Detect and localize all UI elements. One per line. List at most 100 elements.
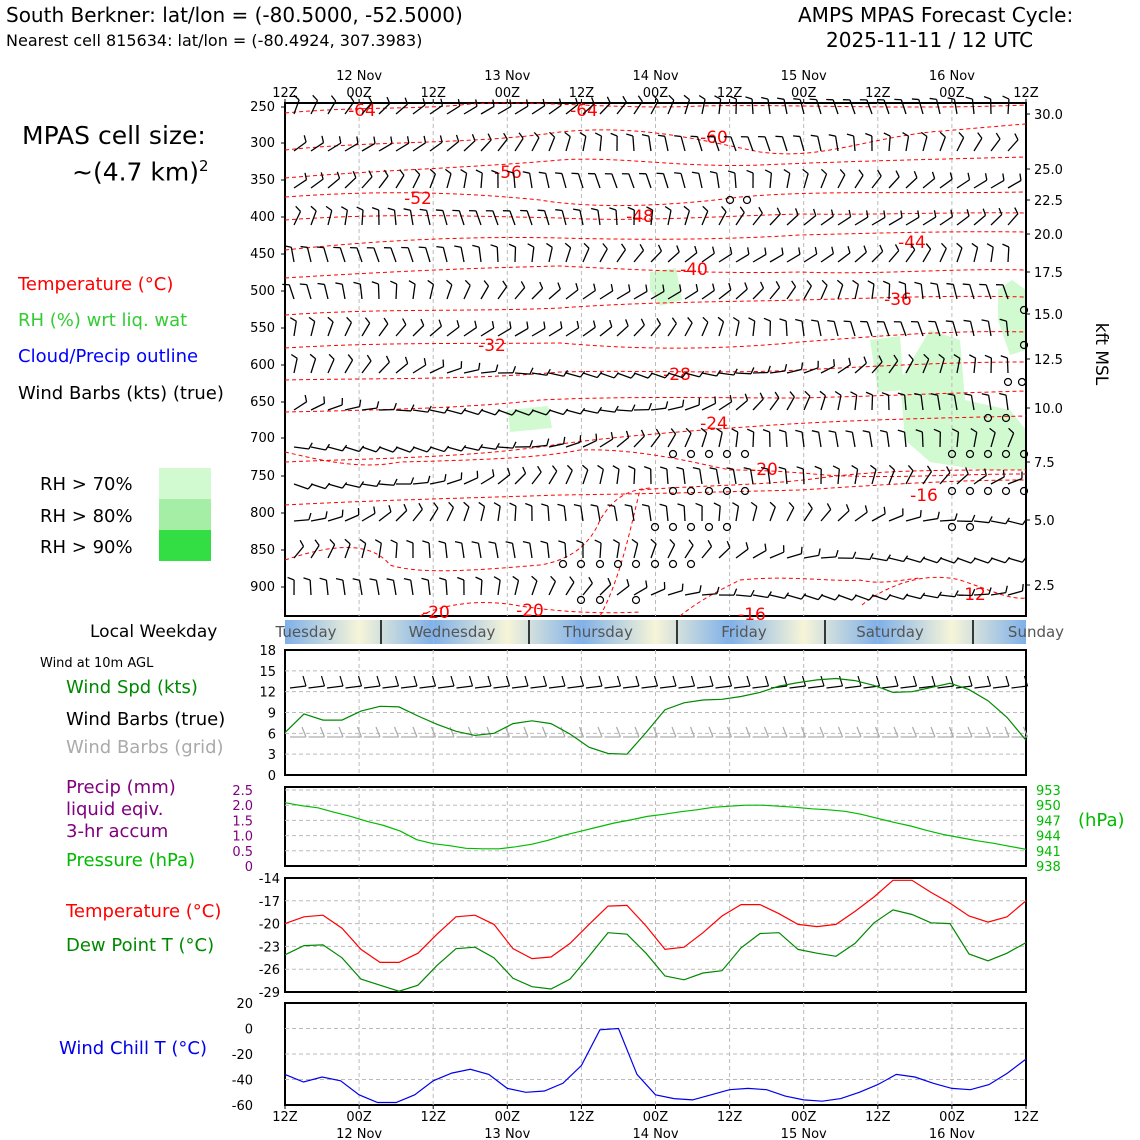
wind-barb — [531, 327, 546, 337]
true-wind-barb — [752, 685, 769, 689]
wind-barb-flag — [493, 576, 501, 581]
true-wind-barb-flag — [820, 675, 825, 687]
wind-barb-flag — [915, 429, 923, 433]
wind-barb — [327, 515, 343, 522]
wind-barb-flag — [376, 401, 380, 409]
wind-barb-flag — [317, 282, 325, 286]
wind-barb — [650, 290, 665, 300]
wind-barb-flag — [612, 465, 620, 470]
wind-barb — [866, 99, 873, 115]
wind-barb-flag — [919, 509, 922, 518]
wind-barb — [378, 142, 393, 152]
wind-barb-flag — [512, 441, 517, 449]
wind-barb-flag — [662, 284, 665, 292]
wind-barb-flag — [894, 244, 900, 251]
isotherm-15 — [284, 487, 651, 572]
wind-barb — [735, 432, 739, 448]
wind-barb-flag — [359, 538, 367, 544]
wind-barb — [565, 327, 579, 337]
wind-barb-flag — [833, 359, 836, 367]
wind-barb — [837, 469, 840, 485]
wind-barb-flag — [631, 538, 639, 544]
true-wind-barb — [382, 685, 399, 689]
wind-barb-flag — [1000, 355, 1008, 359]
wind-barb-flag — [883, 506, 886, 514]
wind-barb-flag — [733, 588, 738, 596]
wind-barb-flag — [543, 321, 546, 329]
top-date-label: 13 Nov — [484, 69, 530, 84]
wind-barb-flag — [945, 320, 953, 323]
wind-barb-flag — [858, 169, 864, 176]
windchill-tick-label: -40 — [232, 1074, 253, 1089]
wind-barb-flag — [920, 131, 928, 138]
wind-barb-flag — [448, 501, 454, 508]
wind-barb — [718, 401, 732, 411]
wind-barb — [288, 284, 295, 300]
wind-barb-flag — [848, 209, 852, 217]
wind-barb — [480, 409, 496, 416]
wind-barb — [480, 446, 496, 450]
wind-barb-flag — [967, 172, 971, 180]
wind-barb-flag — [814, 465, 822, 470]
wind-barb-flag — [609, 207, 617, 211]
true-wind-barb — [363, 685, 381, 689]
wind-barb — [817, 136, 822, 152]
true-wind-barb-flag — [579, 675, 585, 687]
true-wind-barb-flag — [653, 675, 659, 687]
wind-barb — [378, 543, 382, 559]
pressure-tick-label: 944 — [1036, 830, 1061, 845]
wind-barb-flag — [579, 407, 586, 415]
wind-barb-flag — [591, 97, 595, 105]
wind-barb-flag — [870, 464, 877, 471]
wind-barb — [480, 506, 486, 522]
wind-barb — [633, 543, 639, 559]
grid-wind-barb-flag — [1022, 726, 1029, 738]
true-wind-barb-flag — [431, 675, 437, 687]
wind-barb-flag — [691, 171, 699, 174]
wind-barb-flag — [946, 282, 954, 286]
wind-barb-flag — [602, 243, 608, 250]
wind-barb-flag — [681, 583, 684, 591]
wind-barb — [664, 136, 669, 152]
true-wind-barb-flag — [357, 675, 363, 687]
wind-barb-flag — [460, 169, 467, 174]
grid-wind-barb-flag — [301, 726, 307, 738]
wind-barb — [696, 136, 703, 152]
wind-barb — [971, 99, 975, 115]
wind-barb — [478, 247, 482, 263]
rh70-swatch — [159, 468, 211, 499]
wind-barb — [990, 520, 1006, 525]
isotherm-label: -56 — [494, 163, 522, 183]
wind-barb — [310, 142, 324, 152]
wind-barb-flag — [575, 282, 579, 291]
true-wind-barb-flag — [894, 675, 899, 687]
wind-barb — [323, 247, 329, 263]
wind-barb-flag — [818, 548, 821, 556]
wind-barb — [514, 505, 517, 522]
true-wind-barb — [511, 685, 529, 689]
wind-barb — [990, 247, 994, 263]
wind-barb — [293, 519, 310, 522]
wind-barb — [410, 580, 414, 596]
wind-barb — [616, 249, 627, 263]
wind-barb-flag — [403, 577, 411, 581]
wind-barb-flag — [784, 364, 788, 372]
wind-barb-flag — [727, 170, 736, 174]
wind-barb — [480, 327, 495, 337]
wind-barb — [905, 557, 921, 563]
wind-barb — [561, 210, 567, 226]
true-wind-barb-flag — [339, 675, 344, 687]
wind-barb — [582, 409, 598, 414]
wind-barb — [514, 327, 529, 337]
wind-barb-flag — [897, 429, 905, 433]
calm-wind-circle — [668, 486, 678, 496]
wind-barb — [799, 136, 805, 152]
wind-barb-flag — [864, 505, 868, 513]
wind-barb-flag — [506, 170, 514, 174]
wind-barb-flag — [792, 135, 801, 138]
wind-barb — [446, 507, 455, 522]
wind-barb — [565, 289, 579, 300]
wind-barb-flag — [346, 316, 352, 323]
wind-barb — [987, 395, 992, 411]
